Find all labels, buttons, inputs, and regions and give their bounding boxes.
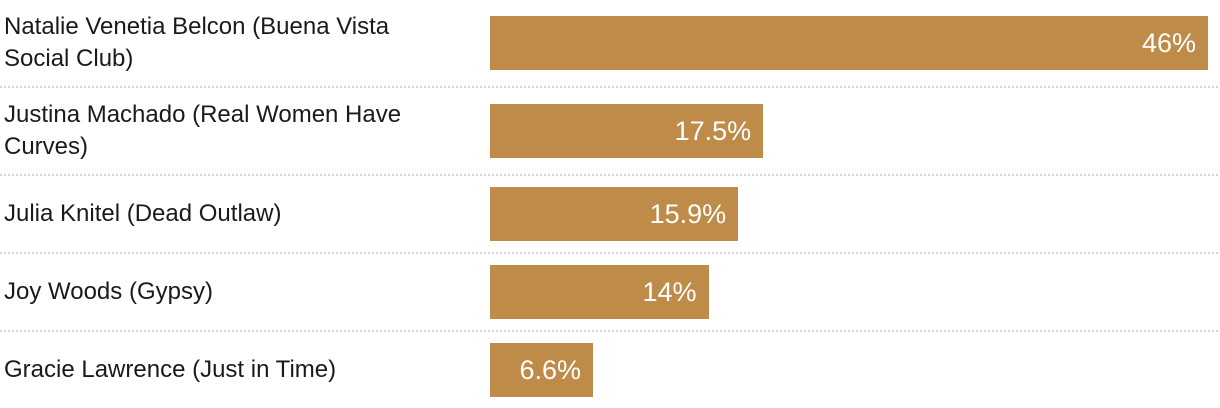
bar-category-label: Joy Woods (Gypsy): [4, 278, 213, 305]
bar-value-label: 17.5%: [674, 115, 752, 146]
bar-track: 6.6%: [490, 343, 1208, 397]
bar-track: 17.5%: [490, 104, 1208, 158]
bar-value-label: 6.6%: [519, 354, 582, 385]
bar-category-label: Natalie Venetia Belcon (Buena Vista Soci…: [4, 13, 390, 72]
bar-value-label: 46%: [1141, 27, 1196, 58]
bar: 17.5%: [490, 104, 764, 158]
row-separator: [0, 330, 1220, 332]
bar-value-label: 15.9%: [649, 198, 727, 229]
bar: 46%: [490, 16, 1208, 70]
bar-category-label: Justina Machado (Real Women Have Curves): [4, 101, 402, 160]
bar-value-label: 14%: [642, 276, 697, 307]
bar: 15.9%: [490, 187, 739, 241]
row-separator: [0, 252, 1220, 254]
chart-row: Julia Knitel (Dead Outlaw) 15.9%: [0, 176, 1220, 252]
chart-row: Natalie Venetia Belcon (Buena Vista Soci…: [0, 0, 1220, 86]
bar-category-label: Julia Knitel (Dead Outlaw): [4, 200, 282, 227]
bar: 14%: [490, 265, 709, 319]
bar-track: 15.9%: [490, 187, 1208, 241]
row-separator: [0, 174, 1220, 176]
chart-row: Joy Woods (Gypsy) 14%: [0, 254, 1220, 330]
bar-track: 14%: [490, 265, 1208, 319]
bar-category-label: Gracie Lawrence (Just in Time): [4, 356, 337, 383]
chart-row: Gracie Lawrence (Just in Time) 6.6%: [0, 332, 1220, 408]
chart-row: Justina Machado (Real Women Have Curves)…: [0, 88, 1220, 174]
row-separator: [0, 86, 1220, 88]
bar: 6.6%: [490, 343, 594, 397]
bar-track: 46%: [490, 16, 1208, 70]
